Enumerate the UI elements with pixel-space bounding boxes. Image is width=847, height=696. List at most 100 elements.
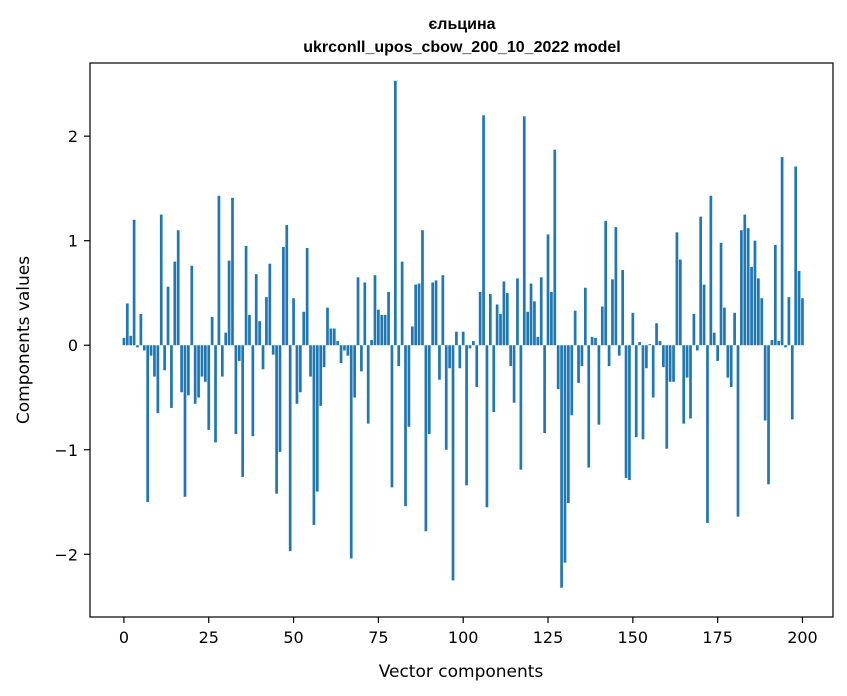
bar-50 <box>292 298 295 346</box>
bar-171 <box>702 284 706 346</box>
bar-150 <box>631 312 635 346</box>
bar-86 <box>414 284 418 346</box>
bar-81 <box>397 345 401 367</box>
bar-99 <box>458 345 462 369</box>
bar-20 <box>190 265 194 346</box>
bar-82 <box>400 261 404 346</box>
bar-33 <box>234 345 238 435</box>
bar-168 <box>692 313 696 346</box>
bar-53 <box>302 311 306 346</box>
bar-109 <box>492 345 496 413</box>
bar-187 <box>757 278 760 346</box>
bar-178 <box>726 345 730 378</box>
bar-120 <box>529 283 533 346</box>
bar-170 <box>699 216 703 346</box>
bar-189 <box>763 345 767 421</box>
bar-23 <box>200 345 204 377</box>
bar-91 <box>431 282 435 346</box>
bar-166 <box>685 345 689 378</box>
bar-11 <box>159 214 163 346</box>
bar-77 <box>383 314 387 346</box>
bar-24 <box>203 345 207 382</box>
bar-169 <box>695 345 699 351</box>
bar-66 <box>346 345 350 356</box>
bar-156 <box>651 345 655 398</box>
bar-56 <box>312 345 316 526</box>
x-tick-label: 75 <box>368 628 388 647</box>
bar-92 <box>434 280 438 346</box>
bar-2 <box>129 335 133 346</box>
bar-79 <box>390 345 394 488</box>
bar-62 <box>332 328 336 346</box>
y-axis-ticks: −2 −1 0 1 2 <box>54 127 90 564</box>
x-tick-label: 50 <box>283 628 303 647</box>
bar-196 <box>787 297 791 346</box>
bar-71 <box>363 282 367 346</box>
bar-21 <box>193 345 197 404</box>
bar-142 <box>604 220 608 346</box>
bar-14 <box>170 345 173 408</box>
bar-83 <box>404 345 407 507</box>
bar-133 <box>573 310 577 346</box>
bar-172 <box>706 345 709 523</box>
bar-118 <box>522 116 526 346</box>
bar-175 <box>716 345 719 361</box>
bar-188 <box>760 298 764 346</box>
bar-38 <box>251 345 255 437</box>
bar-146 <box>617 345 621 356</box>
bar-17 <box>180 345 183 393</box>
bar-123 <box>539 277 543 346</box>
bar-185 <box>750 266 753 346</box>
x-tick-label: 175 <box>702 628 733 647</box>
bar-85 <box>410 326 414 346</box>
bar-148 <box>624 345 628 478</box>
bar-104 <box>475 345 479 388</box>
bar-84 <box>407 345 411 427</box>
bar-52 <box>298 345 302 393</box>
bar-151 <box>634 345 638 438</box>
bar-31 <box>227 260 231 346</box>
bar-74 <box>373 275 377 346</box>
bar-44 <box>271 345 275 355</box>
bar-155 <box>648 344 652 346</box>
bar-122 <box>536 336 540 346</box>
bar-119 <box>526 311 530 346</box>
bar-1 <box>125 303 129 346</box>
bar-176 <box>719 242 723 346</box>
bar-49 <box>288 345 292 552</box>
y-tick-label: 1 <box>68 232 78 251</box>
bar-16 <box>176 230 180 346</box>
bar-10 <box>156 345 160 414</box>
chart-title-line-1: єльцина <box>428 16 495 33</box>
bar-57 <box>315 345 319 492</box>
bar-40 <box>258 321 261 346</box>
bar-184 <box>746 228 750 346</box>
bar-73 <box>370 340 373 346</box>
bar-154 <box>645 345 648 369</box>
bar-5 <box>139 313 143 346</box>
bar-108 <box>488 294 492 346</box>
bar-96 <box>448 345 451 369</box>
bar-199 <box>797 271 801 346</box>
bar-48 <box>285 225 289 346</box>
bar-149 <box>628 345 631 481</box>
bar-29 <box>220 345 224 377</box>
bar-19 <box>187 345 190 396</box>
bar-141 <box>600 306 604 346</box>
bar-69 <box>356 277 360 346</box>
bar-110 <box>495 304 499 346</box>
bar-137 <box>587 345 591 468</box>
bar-115 <box>512 345 516 403</box>
bar-65 <box>343 345 346 351</box>
bar-158 <box>658 341 662 346</box>
bar-167 <box>689 345 692 419</box>
bar-181 <box>736 345 740 517</box>
bar-80 <box>393 80 397 346</box>
bar-59 <box>322 345 326 368</box>
bar-36 <box>244 245 248 346</box>
bar-138 <box>590 336 594 346</box>
bar-128 <box>556 345 560 390</box>
bar-101 <box>465 345 468 486</box>
bar-72 <box>366 345 370 424</box>
